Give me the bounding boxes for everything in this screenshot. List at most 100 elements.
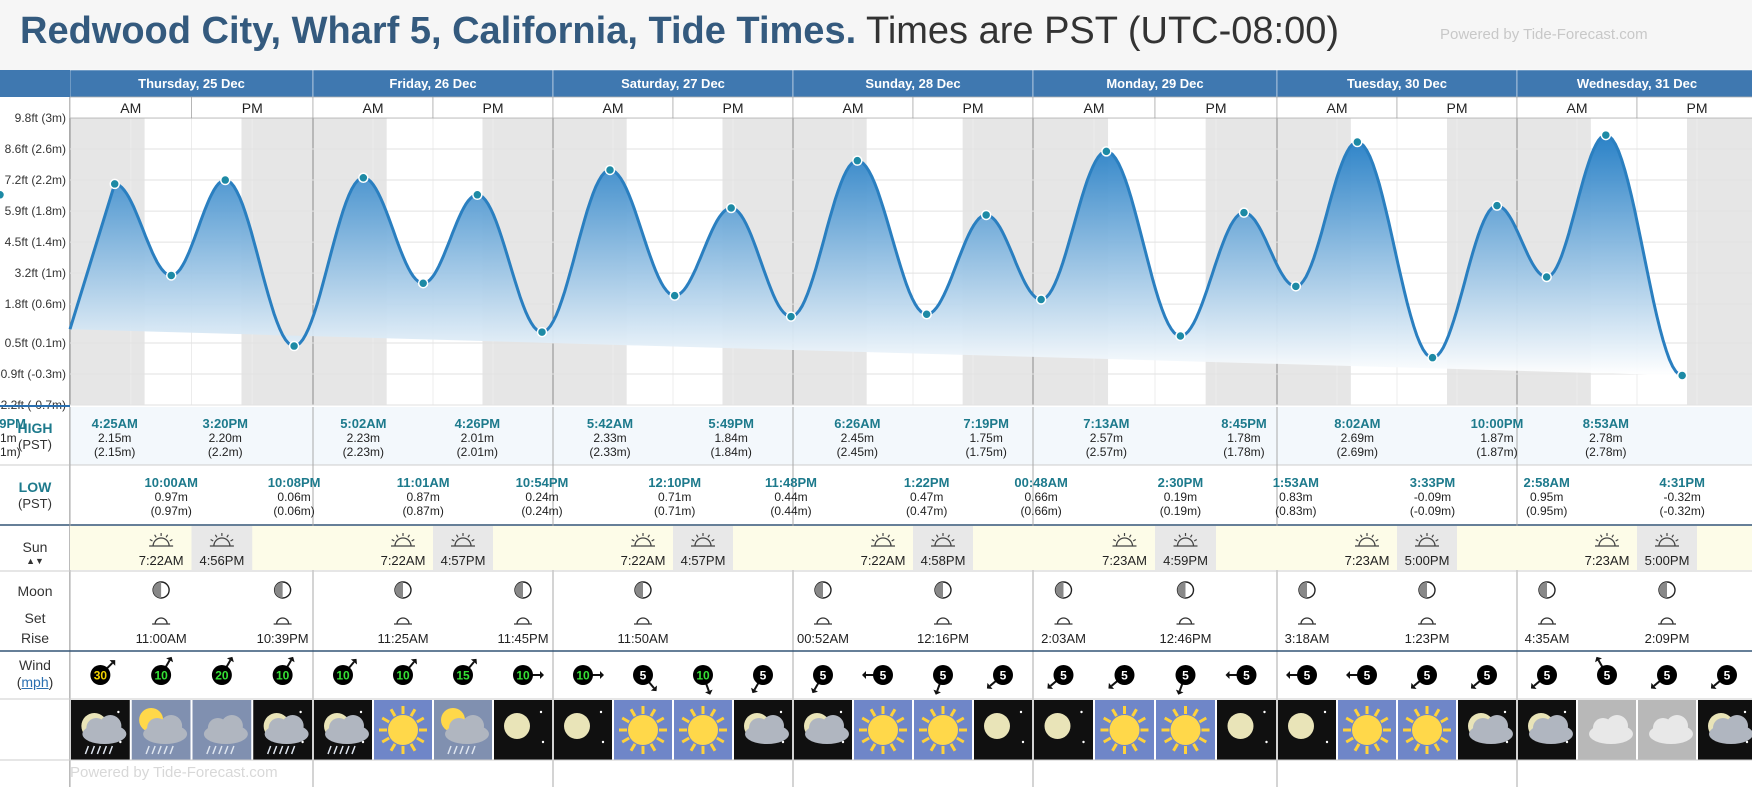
y-tick-label: 5.9ft (1.8m) [5,204,66,218]
tide-height: 2.15m [98,431,131,445]
tide-point-low[interactable] [1290,281,1302,292]
wind-speed: 10 [276,669,290,683]
pm-label: PM [1447,100,1468,116]
credit-bottom[interactable]: Powered by Tide-Forecast.com [70,764,278,781]
moon-phase-icon [394,581,412,599]
am-label: AM [843,100,864,116]
tide-height: 0.97m [155,490,188,504]
wind-speed: 5 [760,669,767,683]
weather-sunny-icon [374,700,432,760]
tide-time: 2:58AM [1524,475,1570,490]
tide-point-high[interactable] [852,155,863,166]
tide-height-alt: (-0.32m) [1659,504,1704,518]
moon-rise-icon [273,617,292,625]
tide-point-high[interactable] [1238,207,1250,218]
tide-height-alt: (2.33m) [589,445,630,459]
moon-time: 11:25AM [377,631,428,646]
tide-point-high[interactable] [1600,129,1612,141]
weather-clear-night-icon [1034,700,1093,760]
weather-clear-night-icon [974,700,1032,760]
credit-top[interactable]: Powered by Tide-Forecast.com [1440,26,1648,43]
tide-point-high[interactable] [0,189,6,201]
tide-height-alt: (0.66m) [1020,504,1061,518]
tide-height: 1.84m [714,431,747,445]
wind-speed: 10 [576,669,590,683]
sun-toggle-icon[interactable]: ▲▼ [26,556,44,566]
moon-phase-icon [1298,581,1316,599]
tide-height-alt: (2.57m) [1086,445,1127,459]
moon-time: 2:09PM [1645,631,1690,646]
moon-rise-icon [514,617,532,625]
tide-point-high[interactable] [109,178,120,190]
tide-point-low[interactable] [785,311,797,322]
moon-set-icon [1418,617,1436,625]
tide-point-low[interactable] [1541,271,1552,283]
moon-phase-icon [934,581,952,599]
moon-label: Moon [17,583,53,599]
wind-unit-link[interactable]: mph [21,674,49,690]
wind-speed: 5 [820,669,827,683]
moon-time: 4:35AM [1525,631,1570,646]
tide-time: 10:00AM [145,475,198,490]
moon-set-icon [934,617,952,625]
axis-line [0,405,70,407]
tide-point-high[interactable] [1101,146,1112,157]
tide-point-low[interactable] [417,277,429,289]
tide-height: 0.87m [406,490,439,504]
sunset-icon [1173,533,1198,547]
y-tick-label: 9.8ft (3m) [15,111,66,125]
tide-point-high[interactable] [1491,200,1503,211]
weather-cloudy-night-icon [1458,700,1516,760]
day-header[interactable] [69,69,314,98]
weather-sunny-icon [854,700,912,760]
tide-point-low[interactable] [1676,370,1688,381]
low-row-bg [70,465,1752,525]
day-header[interactable] [792,69,1034,98]
tide-height-alt: (0.95m) [1526,504,1567,518]
tide-time: 4:26PM [455,416,501,431]
title-bar: Redwood City, Wharf 5, California, Tide … [0,0,1752,70]
tide-height-alt: (1.78m) [1223,445,1264,459]
day-header[interactable] [312,69,554,98]
tide-point-low[interactable] [1035,294,1047,305]
weather-clear-night-icon [494,700,552,760]
sunrise-time: 7:22AM [381,553,426,568]
moon-time: 11:45PM [497,631,548,646]
sunrise-icon [631,533,655,547]
tide-point-low[interactable] [288,340,300,352]
tide-point-high[interactable] [1352,136,1363,148]
pm-cell [1636,96,1752,119]
tide-point-high[interactable] [604,164,616,176]
sunset-time: 4:57PM [681,553,726,568]
tide-point-low[interactable] [1175,330,1186,342]
moon-rise-icon [1538,617,1556,625]
sunrise-icon [149,533,174,547]
tide-point-low[interactable] [921,308,932,320]
tide-time: 11:09PM [0,416,26,431]
tide-point-high[interactable] [220,174,231,186]
tide-time: 3:20PM [202,416,248,431]
moon-rise-icon [1298,617,1316,625]
tide-point-low[interactable] [1427,352,1438,363]
moon-phase-icon [1054,581,1073,599]
day-header[interactable] [1276,69,1518,98]
moon-set-icon [634,617,652,625]
tide-time: 3:33PM [1410,475,1456,490]
day-header[interactable] [1516,69,1752,98]
tide-point-high[interactable] [980,209,992,221]
sunrise-time: 7:22AM [621,553,666,568]
title-timezone: Times are PST (UTC-08:00) [866,10,1340,52]
tide-point-low[interactable] [166,270,177,281]
sunset-time: 5:00PM [1645,553,1690,568]
high-sub: (PST) [18,437,52,452]
tide-height: 0.19m [1164,490,1197,504]
tide-point-low[interactable] [536,326,548,338]
moon-set-label: Set [24,610,46,626]
tide-point-high[interactable] [358,172,369,183]
tide-point-high[interactable] [725,202,737,214]
tide-height: -0.09m [1414,490,1451,504]
tide-point-high[interactable] [472,189,483,201]
weather-sunny-icon [1338,700,1396,760]
tide-point-low[interactable] [669,290,680,301]
pm-label: PM [963,100,984,116]
